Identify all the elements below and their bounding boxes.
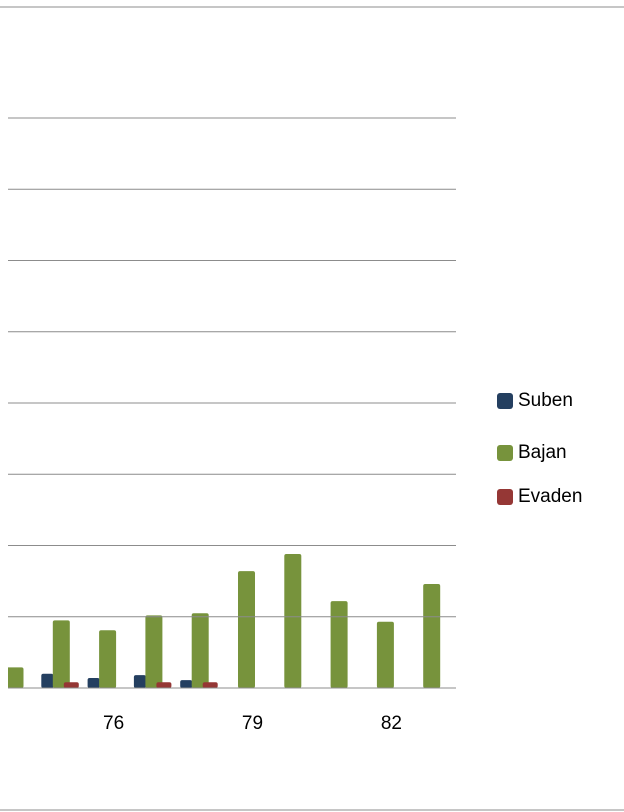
- legend-label: Bajan: [518, 442, 567, 463]
- bar: [284, 554, 302, 688]
- bar: [376, 621, 394, 688]
- bar: [8, 667, 24, 688]
- bar: [133, 675, 146, 688]
- bar: [238, 571, 255, 688]
- bar: [202, 682, 218, 688]
- bar: [423, 583, 441, 688]
- x-tick-label: 82: [381, 713, 402, 734]
- bar: [63, 682, 79, 688]
- bar: [180, 680, 193, 688]
- legend-swatch: [497, 393, 513, 409]
- x-tick-label: 76: [103, 713, 124, 734]
- legend-swatch: [497, 445, 513, 461]
- bar: [156, 682, 172, 688]
- bar: [191, 613, 209, 688]
- legend-label: Suben: [518, 390, 573, 411]
- legend-label: Evaden: [518, 486, 582, 507]
- bar: [330, 601, 348, 688]
- bar: [41, 673, 54, 688]
- plot-area: [8, 554, 441, 688]
- x-tick-label: 79: [242, 713, 263, 734]
- legend-swatch: [497, 489, 513, 505]
- bar: [52, 620, 70, 688]
- bar: [99, 630, 117, 688]
- bar: [87, 678, 100, 688]
- bar: [145, 615, 163, 688]
